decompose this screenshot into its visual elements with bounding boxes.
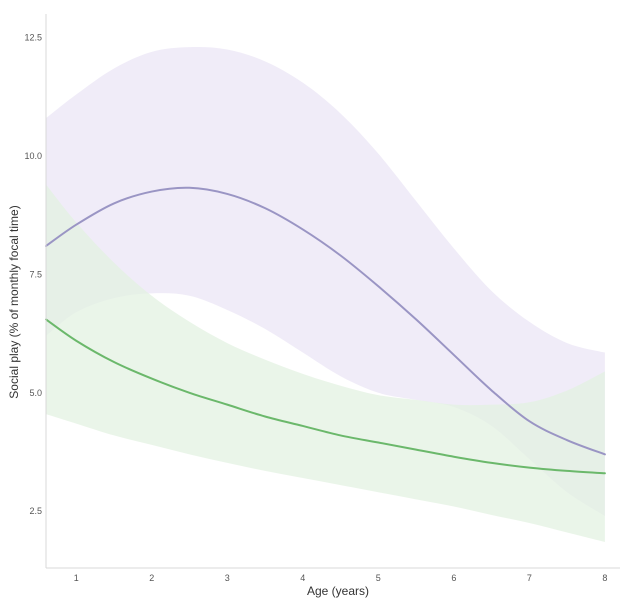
bands-layer [46,47,605,542]
x-axis-label: Age (years) [307,584,369,598]
y-tick-label: 5.0 [29,388,42,398]
y-tick-label: 7.5 [29,269,42,279]
x-tick-label: 7 [527,573,532,583]
x-tick-label: 6 [451,573,456,583]
x-tick-label: 8 [602,573,607,583]
x-tick-label: 2 [149,573,154,583]
x-tick-label: 4 [300,573,305,583]
y-tick-label: 10.0 [24,151,42,161]
x-tick-label: 3 [225,573,230,583]
series-2-line [45,318,606,475]
x-tick-label: 5 [376,573,381,583]
y-tick-label: 12.5 [24,33,42,43]
series-1-line [45,186,606,456]
series-2-confidence-band [46,184,605,542]
y-ticks-layer: 2.5 5.0 7.5 10.0 12.5 [24,33,42,516]
x-ticks-layer: 1 2 3 4 5 6 7 8 [74,573,608,583]
series-1-confidence-band [46,47,605,516]
y-axis-label: Social play (% of monthly focal time) [7,205,21,398]
x-tick-label: 1 [74,573,79,583]
lines-layer [45,186,606,475]
y-tick-label: 2.5 [29,506,42,516]
